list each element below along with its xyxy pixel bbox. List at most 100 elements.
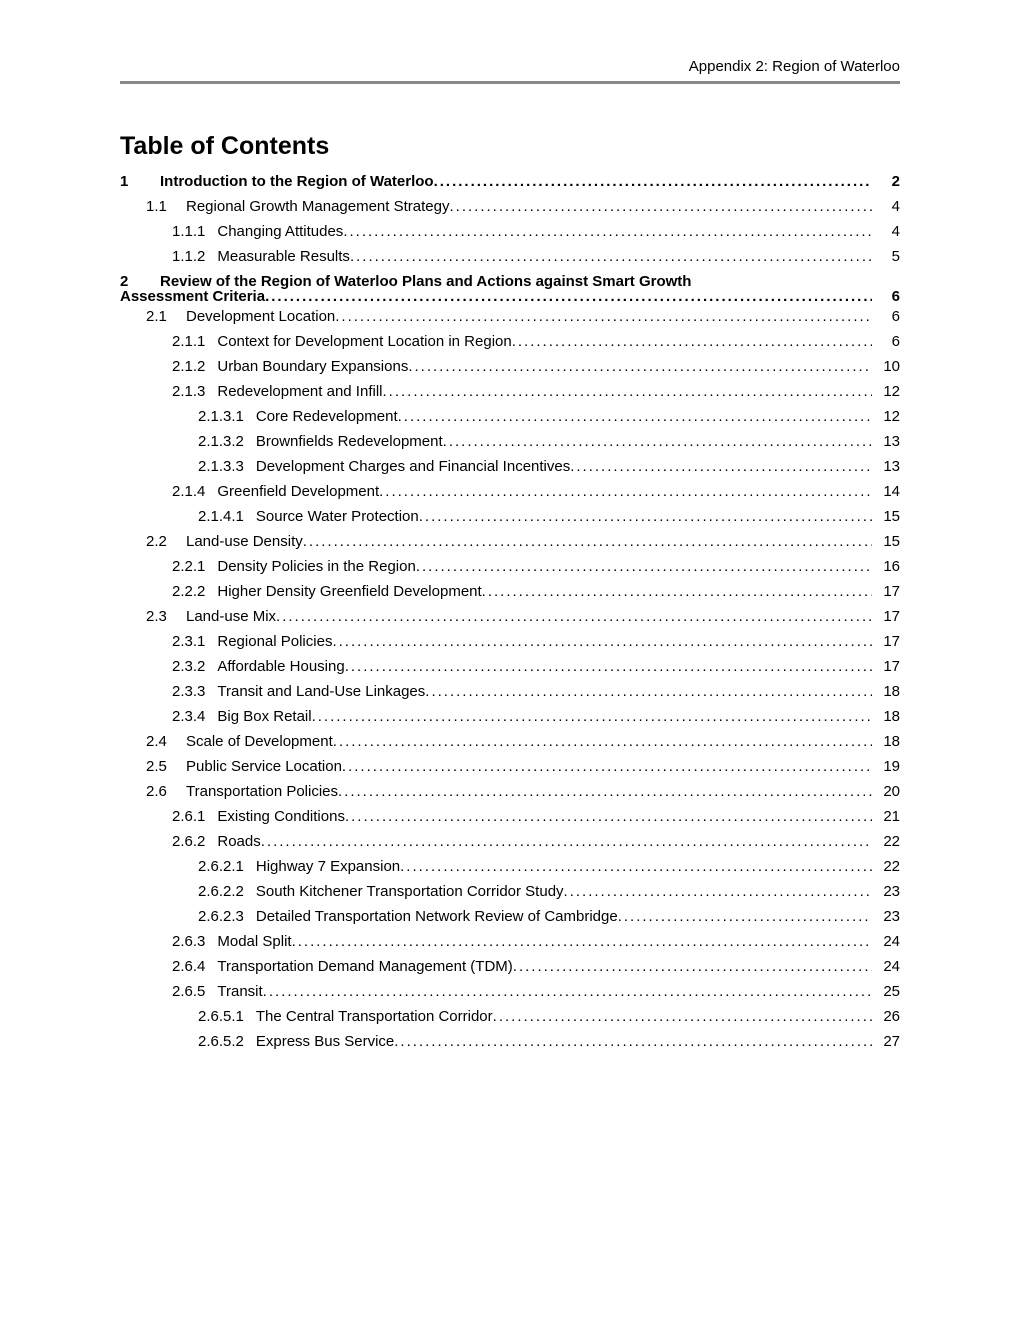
toc-page-number: 10 xyxy=(872,359,900,374)
toc-entry[interactable]: 1.1Regional Growth Management Strategy 4 xyxy=(146,194,900,219)
toc-number: 2.2 xyxy=(146,534,186,549)
toc-entry[interactable]: 1.1.1Changing Attitudes 4 xyxy=(172,219,900,244)
toc-label: Assessment Criteria xyxy=(120,289,265,304)
toc-label: The Central Transportation Corridor xyxy=(256,1009,493,1024)
toc-entry[interactable]: 2.2.1Density Policies in the Region 16 xyxy=(172,554,900,579)
toc-entry[interactable]: 2.6Transportation Policies 20 xyxy=(146,779,900,804)
toc-entry[interactable]: 2.1.3Redevelopment and Infill 12 xyxy=(172,379,900,404)
toc-leader-dots xyxy=(350,249,872,264)
toc-entry[interactable]: 2.3.3Transit and Land-Use Linkages 18 xyxy=(172,679,900,704)
toc-leader-dots xyxy=(425,684,872,699)
toc-leader-dots xyxy=(443,434,872,449)
toc-entry[interactable]: 2.1.4Greenfield Development 14 xyxy=(172,479,900,504)
toc-page-number: 13 xyxy=(872,459,900,474)
toc-entry[interactable]: 2.1.2Urban Boundary Expansions 10 xyxy=(172,354,900,379)
toc-number: 2.6.5.2 xyxy=(198,1034,256,1049)
toc-leader-dots xyxy=(382,384,872,399)
toc-number: 1.1.1 xyxy=(172,224,217,239)
toc-label: Review of the Region of Waterloo Plans a… xyxy=(160,274,691,289)
toc-entry[interactable]: 2.6.2.3Detailed Transportation Network R… xyxy=(198,904,900,929)
toc-entry[interactable]: 2.1.4.1Source Water Protection 15 xyxy=(198,504,900,529)
toc-entry[interactable]: 2.6.3Modal Split 24 xyxy=(172,929,900,954)
toc-label: Introduction to the Region of Waterloo xyxy=(160,174,434,189)
toc-entry[interactable]: 1Introduction to the Region of Waterloo … xyxy=(120,169,900,194)
toc-leader-dots xyxy=(400,859,872,874)
toc-entry[interactable]: 2.1.3.1Core Redevelopment 12 xyxy=(198,404,900,429)
toc-entry[interactable]: 2.2.2Higher Density Greenfield Developme… xyxy=(172,579,900,604)
toc-entry[interactable]: 2.6.2.2South Kitchener Transportation Co… xyxy=(198,879,900,904)
toc-number: 2.3.4 xyxy=(172,709,217,724)
page-container: Appendix 2: Region of Waterloo Table of … xyxy=(0,0,1020,1320)
toc-number: 2.1.4 xyxy=(172,484,217,499)
toc-entry[interactable]: 2.6.4Transportation Demand Management (T… xyxy=(172,954,900,979)
toc-entry[interactable]: 2.1.3.2Brownfields Redevelopment 13 xyxy=(198,429,900,454)
toc-page-number: 22 xyxy=(872,834,900,849)
toc-entry[interactable]: 2.2Land-use Density 15 xyxy=(146,529,900,554)
toc-number: 1 xyxy=(120,174,160,189)
toc-leader-dots xyxy=(335,309,872,324)
toc-entry[interactable]: 2.6.2Roads 22 xyxy=(172,829,900,854)
toc-page-number: 17 xyxy=(872,609,900,624)
toc-label: Transportation Policies xyxy=(186,784,338,799)
toc-number: 2.3.1 xyxy=(172,634,217,649)
toc-entry[interactable]: 2.3.2Affordable Housing 17 xyxy=(172,654,900,679)
toc-entry[interactable]: 2.3Land-use Mix 17 xyxy=(146,604,900,629)
toc-leader-dots xyxy=(618,909,872,924)
toc-leader-dots xyxy=(482,584,872,599)
toc-label: Regional Policies xyxy=(217,634,332,649)
toc-page-number: 6 xyxy=(872,309,900,324)
toc-entry[interactable]: 2.4Scale of Development 18 xyxy=(146,729,900,754)
toc-entry[interactable]: 2.3.4Big Box Retail 18 xyxy=(172,704,900,729)
toc-entry[interactable]: 2.3.1Regional Policies 17 xyxy=(172,629,900,654)
toc-leader-dots xyxy=(416,559,872,574)
toc-label: Greenfield Development xyxy=(217,484,379,499)
toc-number: 2.1.3.2 xyxy=(198,434,256,449)
toc-leader-dots xyxy=(312,709,872,724)
toc-entry[interactable]: 2.6.5.2Express Bus Service 27 xyxy=(198,1029,900,1054)
toc-page-number: 19 xyxy=(872,759,900,774)
toc-number: 2.3 xyxy=(146,609,186,624)
toc-number: 1.1.2 xyxy=(172,249,217,264)
toc-leader-dots xyxy=(379,484,872,499)
toc-entry[interactable]: 2.5Public Service Location 19 xyxy=(146,754,900,779)
toc-number: 2.6.2.3 xyxy=(198,909,256,924)
toc-label: Redevelopment and Infill xyxy=(217,384,382,399)
toc-number: 2.1.4.1 xyxy=(198,509,256,524)
toc-entry[interactable]: 2.1.3.3Development Charges and Financial… xyxy=(198,454,900,479)
toc-label: Modal Split xyxy=(217,934,291,949)
toc-entry[interactable]: 2.6.1Existing Conditions 21 xyxy=(172,804,900,829)
toc-entry[interactable]: 2Review of the Region of Waterloo Plans … xyxy=(120,269,900,304)
toc-page-number: 6 xyxy=(872,289,900,304)
toc-page-number: 23 xyxy=(872,884,900,899)
toc-number: 2.1.3.3 xyxy=(198,459,256,474)
toc-number: 2.6.2.1 xyxy=(198,859,256,874)
toc-entry[interactable]: 2.6.2.1Highway 7 Expansion 22 xyxy=(198,854,900,879)
toc-page-number: 27 xyxy=(872,1034,900,1049)
toc-entry[interactable]: 2.6.5Transit 25 xyxy=(172,979,900,1004)
toc-page-number: 17 xyxy=(872,584,900,599)
toc-number: 2.6.4 xyxy=(172,959,217,974)
toc-label: Big Box Retail xyxy=(217,709,311,724)
toc-leader-dots xyxy=(345,659,872,674)
toc-label: South Kitchener Transportation Corridor … xyxy=(256,884,564,899)
toc-page-number: 15 xyxy=(872,534,900,549)
toc-entry[interactable]: 1.1.2Measurable Results 5 xyxy=(172,244,900,269)
toc-label: Roads xyxy=(217,834,260,849)
toc-label: Development Location xyxy=(186,309,335,324)
toc-entry[interactable]: 2.1.1Context for Development Location in… xyxy=(172,329,900,354)
toc-label: Higher Density Greenfield Development xyxy=(217,584,481,599)
toc-number: 2.6.5.1 xyxy=(198,1009,256,1024)
toc-label: Density Policies in the Region xyxy=(217,559,415,574)
toc-label: Changing Attitudes xyxy=(217,224,343,239)
toc-number: 2.5 xyxy=(146,759,186,774)
toc-entry[interactable]: 2.1Development Location 6 xyxy=(146,304,900,329)
toc-label: Core Redevelopment xyxy=(256,409,398,424)
toc-leader-dots xyxy=(449,199,872,214)
toc-label: Urban Boundary Expansions xyxy=(217,359,408,374)
toc-page-number: 12 xyxy=(872,409,900,424)
toc-page-number: 15 xyxy=(872,509,900,524)
toc-leader-dots xyxy=(408,359,872,374)
toc-number: 2.1 xyxy=(146,309,186,324)
toc-entry[interactable]: 2.6.5.1The Central Transportation Corrid… xyxy=(198,1004,900,1029)
toc-page-number: 25 xyxy=(872,984,900,999)
